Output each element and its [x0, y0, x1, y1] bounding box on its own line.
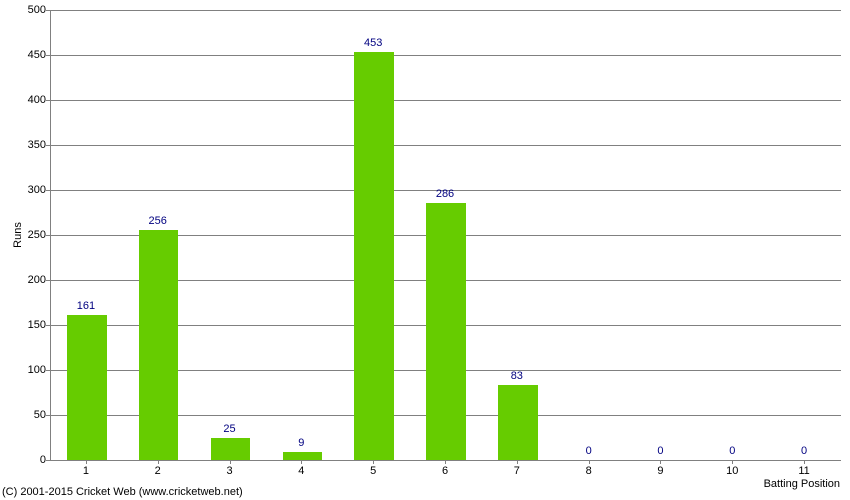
y-axis-label: Runs: [12, 222, 24, 248]
y-tick-mark: [46, 280, 50, 281]
y-tick-mark: [46, 235, 50, 236]
bar: [139, 230, 179, 460]
x-tick-mark: [158, 460, 159, 464]
bar: [498, 385, 538, 460]
y-tick-mark: [46, 325, 50, 326]
bar-value-label: 453: [364, 37, 382, 49]
y-tick-mark: [46, 10, 50, 11]
bar: [211, 438, 251, 461]
bar: [283, 452, 323, 460]
x-tick-mark: [301, 460, 302, 464]
x-tick-label: 8: [586, 465, 592, 477]
x-tick-label: 7: [514, 465, 520, 477]
x-tick-label: 3: [226, 465, 232, 477]
x-axis-label: Batting Position: [764, 478, 840, 490]
x-tick-label: 5: [370, 465, 376, 477]
bar-value-label: 25: [223, 423, 235, 435]
bar-value-label: 161: [77, 300, 95, 312]
x-tick-mark: [230, 460, 231, 464]
x-tick-mark: [86, 460, 87, 464]
gridline: [51, 145, 841, 146]
x-tick-mark: [589, 460, 590, 464]
bar-value-label: 9: [298, 437, 304, 449]
gridline: [51, 10, 841, 11]
bar: [426, 203, 466, 460]
x-tick-label: 9: [657, 465, 663, 477]
x-tick-label: 10: [726, 465, 738, 477]
y-tick-label: 500: [28, 4, 46, 16]
copyright-text: (C) 2001-2015 Cricket Web (www.cricketwe…: [2, 486, 243, 498]
y-tick-mark: [46, 55, 50, 56]
x-tick-mark: [804, 460, 805, 464]
x-tick-label: 11: [798, 465, 809, 477]
chart-container: Runs Batting Position (C) 2001-2015 Cric…: [0, 0, 850, 500]
gridline: [51, 55, 841, 56]
y-tick-mark: [46, 460, 50, 461]
y-tick-mark: [46, 415, 50, 416]
y-tick-label: 450: [28, 49, 46, 61]
plot-area: [50, 10, 841, 461]
y-tick-mark: [46, 190, 50, 191]
x-tick-mark: [517, 460, 518, 464]
y-tick-label: 150: [28, 319, 46, 331]
x-tick-label: 2: [155, 465, 161, 477]
bar-value-label: 0: [657, 445, 663, 457]
x-tick-label: 6: [442, 465, 448, 477]
x-tick-mark: [445, 460, 446, 464]
y-tick-label: 50: [34, 409, 46, 421]
x-tick-mark: [660, 460, 661, 464]
x-tick-mark: [373, 460, 374, 464]
bar-value-label: 0: [801, 445, 807, 457]
bar-value-label: 256: [149, 215, 167, 227]
bar: [67, 315, 107, 460]
y-tick-label: 250: [28, 229, 46, 241]
y-tick-label: 200: [28, 274, 46, 286]
x-tick-label: 4: [298, 465, 304, 477]
y-tick-mark: [46, 370, 50, 371]
y-tick-mark: [46, 100, 50, 101]
y-tick-label: 300: [28, 184, 46, 196]
gridline: [51, 100, 841, 101]
bar-value-label: 83: [511, 370, 523, 382]
y-tick-label: 100: [28, 364, 46, 376]
y-tick-label: 400: [28, 94, 46, 106]
y-tick-label: 350: [28, 139, 46, 151]
bar: [354, 52, 394, 460]
x-tick-mark: [732, 460, 733, 464]
y-tick-mark: [46, 145, 50, 146]
bar-value-label: 0: [729, 445, 735, 457]
bar-value-label: 286: [436, 188, 454, 200]
bar-value-label: 0: [586, 445, 592, 457]
x-tick-label: 1: [83, 465, 89, 477]
